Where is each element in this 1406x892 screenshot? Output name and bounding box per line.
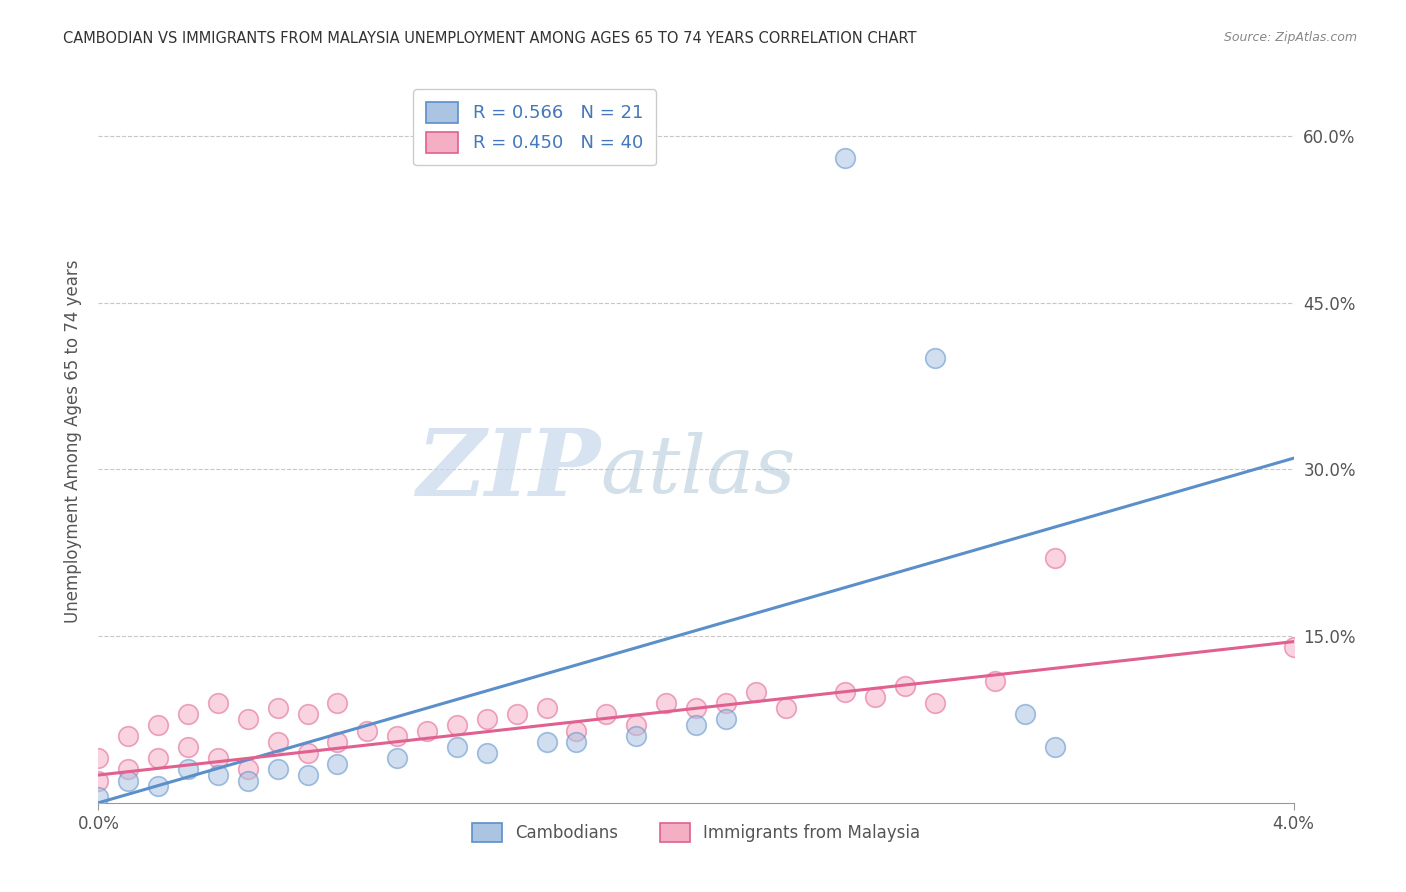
Point [475,746,498,760]
Point [595,706,617,721]
Point [385,751,409,765]
Point [326,696,349,710]
Point [924,696,946,710]
Text: ZIP: ZIP [416,425,600,516]
Point [236,713,259,727]
Text: CAMBODIAN VS IMMIGRANTS FROM MALAYSIA UNEMPLOYMENT AMONG AGES 65 TO 74 YEARS COR: CAMBODIAN VS IMMIGRANTS FROM MALAYSIA UN… [63,31,917,46]
Text: atlas: atlas [600,432,796,509]
Legend: Cambodians, Immigrants from Malaysia: Cambodians, Immigrants from Malaysia [465,816,927,848]
Point [865,690,887,705]
Point [536,701,558,715]
Point [87,751,110,765]
Point [267,701,290,715]
Point [267,734,290,748]
Point [297,706,319,721]
Point [117,763,139,777]
Point [87,790,110,805]
Point [207,696,229,710]
Point [714,713,737,727]
Point [148,751,170,765]
Point [87,773,110,788]
Point [685,701,707,715]
Point [385,729,409,743]
Point [148,779,170,793]
Point [1043,740,1066,755]
Point [1043,551,1066,566]
Point [506,706,529,721]
Point [834,151,856,165]
Point [207,751,229,765]
Point [446,740,468,755]
Point [446,718,468,732]
Point [655,696,678,710]
Point [148,718,170,732]
Point [834,684,856,698]
Text: Source: ZipAtlas.com: Source: ZipAtlas.com [1223,31,1357,45]
Point [297,746,319,760]
Point [177,740,200,755]
Point [177,763,200,777]
Point [924,351,946,366]
Point [356,723,378,738]
Point [775,701,797,715]
Point [297,768,319,782]
Point [685,718,707,732]
Y-axis label: Unemployment Among Ages 65 to 74 years: Unemployment Among Ages 65 to 74 years [63,260,82,624]
Point [236,773,259,788]
Point [1014,706,1036,721]
Point [745,684,768,698]
Point [475,713,498,727]
Point [536,734,558,748]
Point [326,734,349,748]
Point [626,729,648,743]
Point [207,768,229,782]
Point [326,756,349,771]
Point [565,734,588,748]
Point [714,696,737,710]
Point [626,718,648,732]
Point [236,763,259,777]
Point [984,673,1007,688]
Point [267,763,290,777]
Point [117,729,139,743]
Point [565,723,588,738]
Point [1282,640,1305,655]
Point [416,723,439,738]
Point [177,706,200,721]
Point [894,679,917,693]
Point [117,773,139,788]
